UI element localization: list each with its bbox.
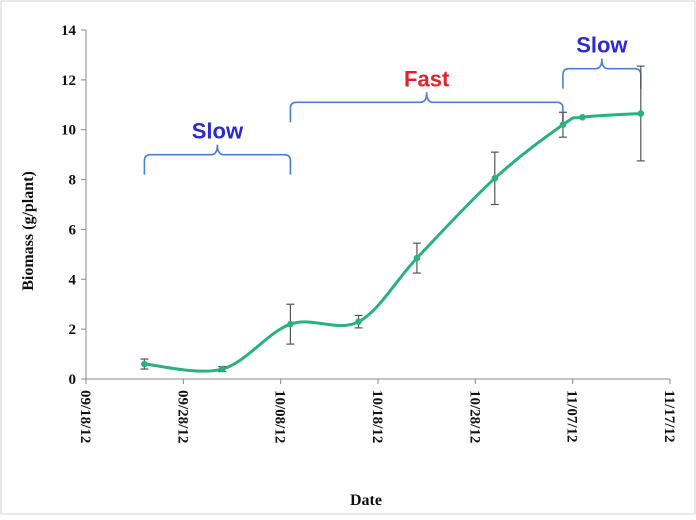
data-point (141, 360, 148, 368)
data-point (287, 320, 294, 328)
phase-bracket (562, 58, 642, 89)
y-tick-label: 14 (61, 23, 77, 39)
phase-label: Slow (576, 33, 628, 58)
x-tick-label: 09/28/12 (174, 390, 190, 443)
y-tick-label: 0 (69, 372, 77, 388)
y-tick-label: 2 (69, 322, 77, 338)
series-biomass (140, 65, 645, 373)
y-tick-label: 4 (69, 272, 77, 288)
y-axis-title: Biomass (g/plant) (20, 171, 37, 291)
phase-annotations: Slow Fast Slow (143, 33, 642, 175)
data-point (218, 365, 226, 373)
data-point (413, 254, 421, 262)
x-tick-label: 11/17/12 (661, 390, 677, 443)
x-tick-label: 09/18/12 (77, 390, 93, 443)
x-tick-label: 10/28/12 (466, 390, 482, 443)
data-point (559, 121, 567, 129)
phase-label: Slow (192, 119, 244, 144)
y-tick-label: 8 (69, 173, 77, 189)
data-point (637, 110, 645, 117)
x-axis-title: Date (350, 492, 382, 509)
x-tick-label: 11/07/12 (564, 390, 580, 443)
axes: 0 2 4 6 8 10 12 14 09/18/12 09/28/12 10/08/12 10/18… (61, 23, 677, 443)
y-tick-label: 6 (69, 222, 77, 238)
y-tick-label: 12 (61, 73, 76, 89)
phase-bracket (143, 144, 292, 175)
data-point (355, 318, 362, 325)
x-tick-label: 10/08/12 (272, 390, 288, 443)
y-tick-label: 10 (61, 123, 76, 139)
phase-label: Fast (404, 66, 450, 91)
phase-bracket (289, 92, 564, 123)
data-point (579, 113, 586, 121)
data-point (491, 175, 499, 182)
x-tick-label: 10/18/12 (369, 390, 385, 443)
